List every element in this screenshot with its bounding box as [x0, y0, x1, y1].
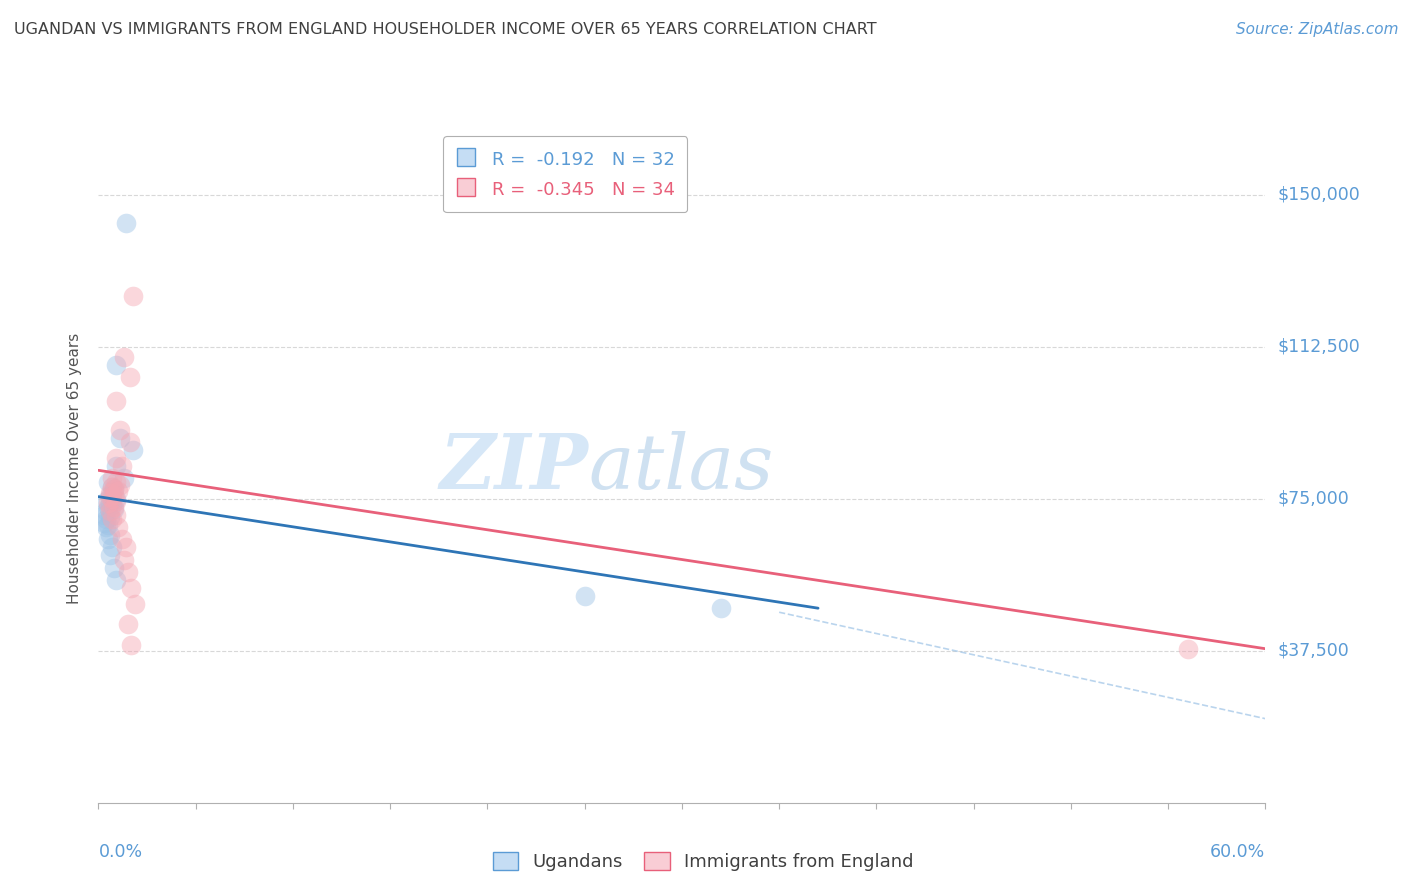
Point [121, 581, 143, 595]
Text: $150,000: $150,000 [1277, 186, 1360, 203]
Point [101, 471, 124, 485]
Point [97, 518, 120, 533]
Point [98, 488, 121, 502]
Point [103, 482, 125, 496]
Point [111, 533, 134, 547]
Point [112, 552, 135, 566]
Point [103, 482, 125, 496]
Point [104, 394, 127, 409]
Point [98, 510, 121, 524]
Point [96, 493, 118, 508]
Point [1177, 641, 1199, 656]
Point [108, 431, 131, 445]
Point [117, 617, 139, 632]
Point [104, 573, 127, 587]
Point [117, 565, 139, 579]
Point [98, 528, 121, 542]
Point [103, 560, 125, 574]
Point [101, 512, 124, 526]
Point [98, 549, 121, 563]
Point [97, 496, 120, 510]
Text: UGANDAN VS IMMIGRANTS FROM ENGLAND HOUSEHOLDER INCOME OVER 65 YEARS CORRELATION : UGANDAN VS IMMIGRANTS FROM ENGLAND HOUSE… [14, 22, 877, 37]
Point [97, 475, 120, 490]
Point [122, 289, 145, 303]
Point [114, 541, 136, 555]
Point [111, 459, 134, 474]
Point [107, 483, 129, 498]
Point [93, 508, 115, 522]
Point [112, 471, 135, 485]
Point [104, 475, 127, 490]
Legend: R =  -0.192   N = 32, R =  -0.345   N = 34: R = -0.192 N = 32, R = -0.345 N = 34 [443, 136, 688, 212]
Text: atlas: atlas [589, 432, 773, 505]
Point [118, 434, 141, 449]
Point [101, 498, 124, 512]
Point [101, 541, 124, 555]
Point [104, 459, 127, 474]
Point [101, 491, 124, 506]
Point [96, 512, 118, 526]
Point [104, 491, 127, 506]
Text: 60.0%: 60.0% [1211, 843, 1265, 861]
Point [574, 589, 596, 603]
Point [114, 216, 136, 230]
Point [108, 423, 131, 437]
Legend: Ugandans, Immigrants from England: Ugandans, Immigrants from England [485, 846, 921, 879]
Point [104, 508, 127, 522]
Point [98, 504, 121, 518]
Point [98, 490, 121, 504]
Point [98, 496, 121, 510]
Point [97, 533, 120, 547]
Point [118, 370, 141, 384]
Point [103, 500, 125, 514]
Text: $37,500: $37,500 [1277, 641, 1348, 660]
Point [101, 490, 124, 504]
Point [124, 597, 146, 611]
Point [96, 504, 118, 518]
Text: ZIP: ZIP [440, 432, 589, 505]
Point [108, 477, 131, 491]
Point [104, 493, 127, 508]
Point [107, 520, 129, 534]
Text: $75,000: $75,000 [1277, 490, 1348, 508]
Y-axis label: Householder Income Over 65 years: Householder Income Over 65 years [67, 333, 83, 604]
Point [710, 601, 733, 615]
Point [98, 485, 121, 500]
Point [121, 638, 143, 652]
Point [101, 479, 124, 493]
Text: 0.0%: 0.0% [98, 843, 142, 861]
Point [122, 443, 145, 458]
Point [112, 350, 135, 364]
Point [101, 479, 124, 493]
Point [103, 488, 125, 502]
Point [104, 358, 127, 372]
Point [104, 451, 127, 466]
Point [93, 516, 115, 530]
Text: Source: ZipAtlas.com: Source: ZipAtlas.com [1236, 22, 1399, 37]
Text: $112,500: $112,500 [1277, 338, 1360, 356]
Point [103, 501, 125, 516]
Point [97, 500, 120, 514]
Point [96, 520, 118, 534]
